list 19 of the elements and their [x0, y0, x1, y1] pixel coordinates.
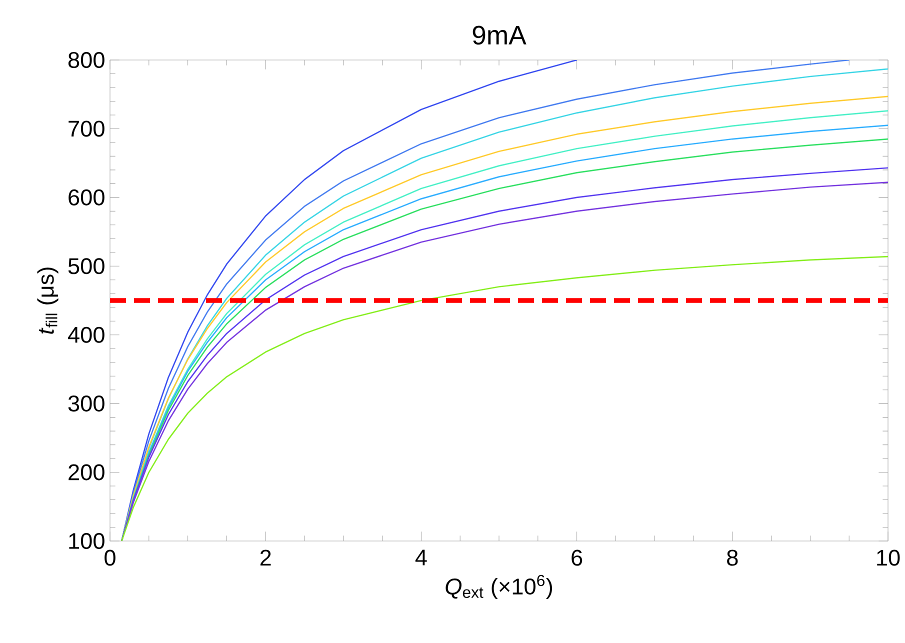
x-tick-label: 4 [415, 550, 427, 566]
y-tick-label: 200 [68, 464, 104, 480]
x-tick-label: 2 [260, 550, 271, 566]
x-tick-label: 8 [727, 550, 738, 566]
y-tick-label: 400 [68, 326, 104, 343]
y-tick-label: 800 [68, 52, 104, 68]
x-tick-label: 0 [104, 550, 116, 566]
y-tick-label: 600 [68, 189, 104, 206]
y-tick-label: 100 [69, 532, 104, 550]
chart-title: 9mA [472, 26, 526, 45]
y-axis-title: t$_{fill}$ (μs) [37, 268, 58, 334]
x-axis-title: Q$_{ext}$ (×10$^{6}$) [446, 574, 552, 600]
x-tick-label: 10 [877, 550, 900, 566]
line-series [121, 60, 578, 541]
y-tick-label: 700 [68, 120, 104, 137]
line-series [121, 256, 888, 541]
x-tick-label: 6 [572, 550, 582, 566]
y-tick-label: 300 [68, 396, 104, 412]
y-tick-label: 500 [68, 258, 104, 274]
